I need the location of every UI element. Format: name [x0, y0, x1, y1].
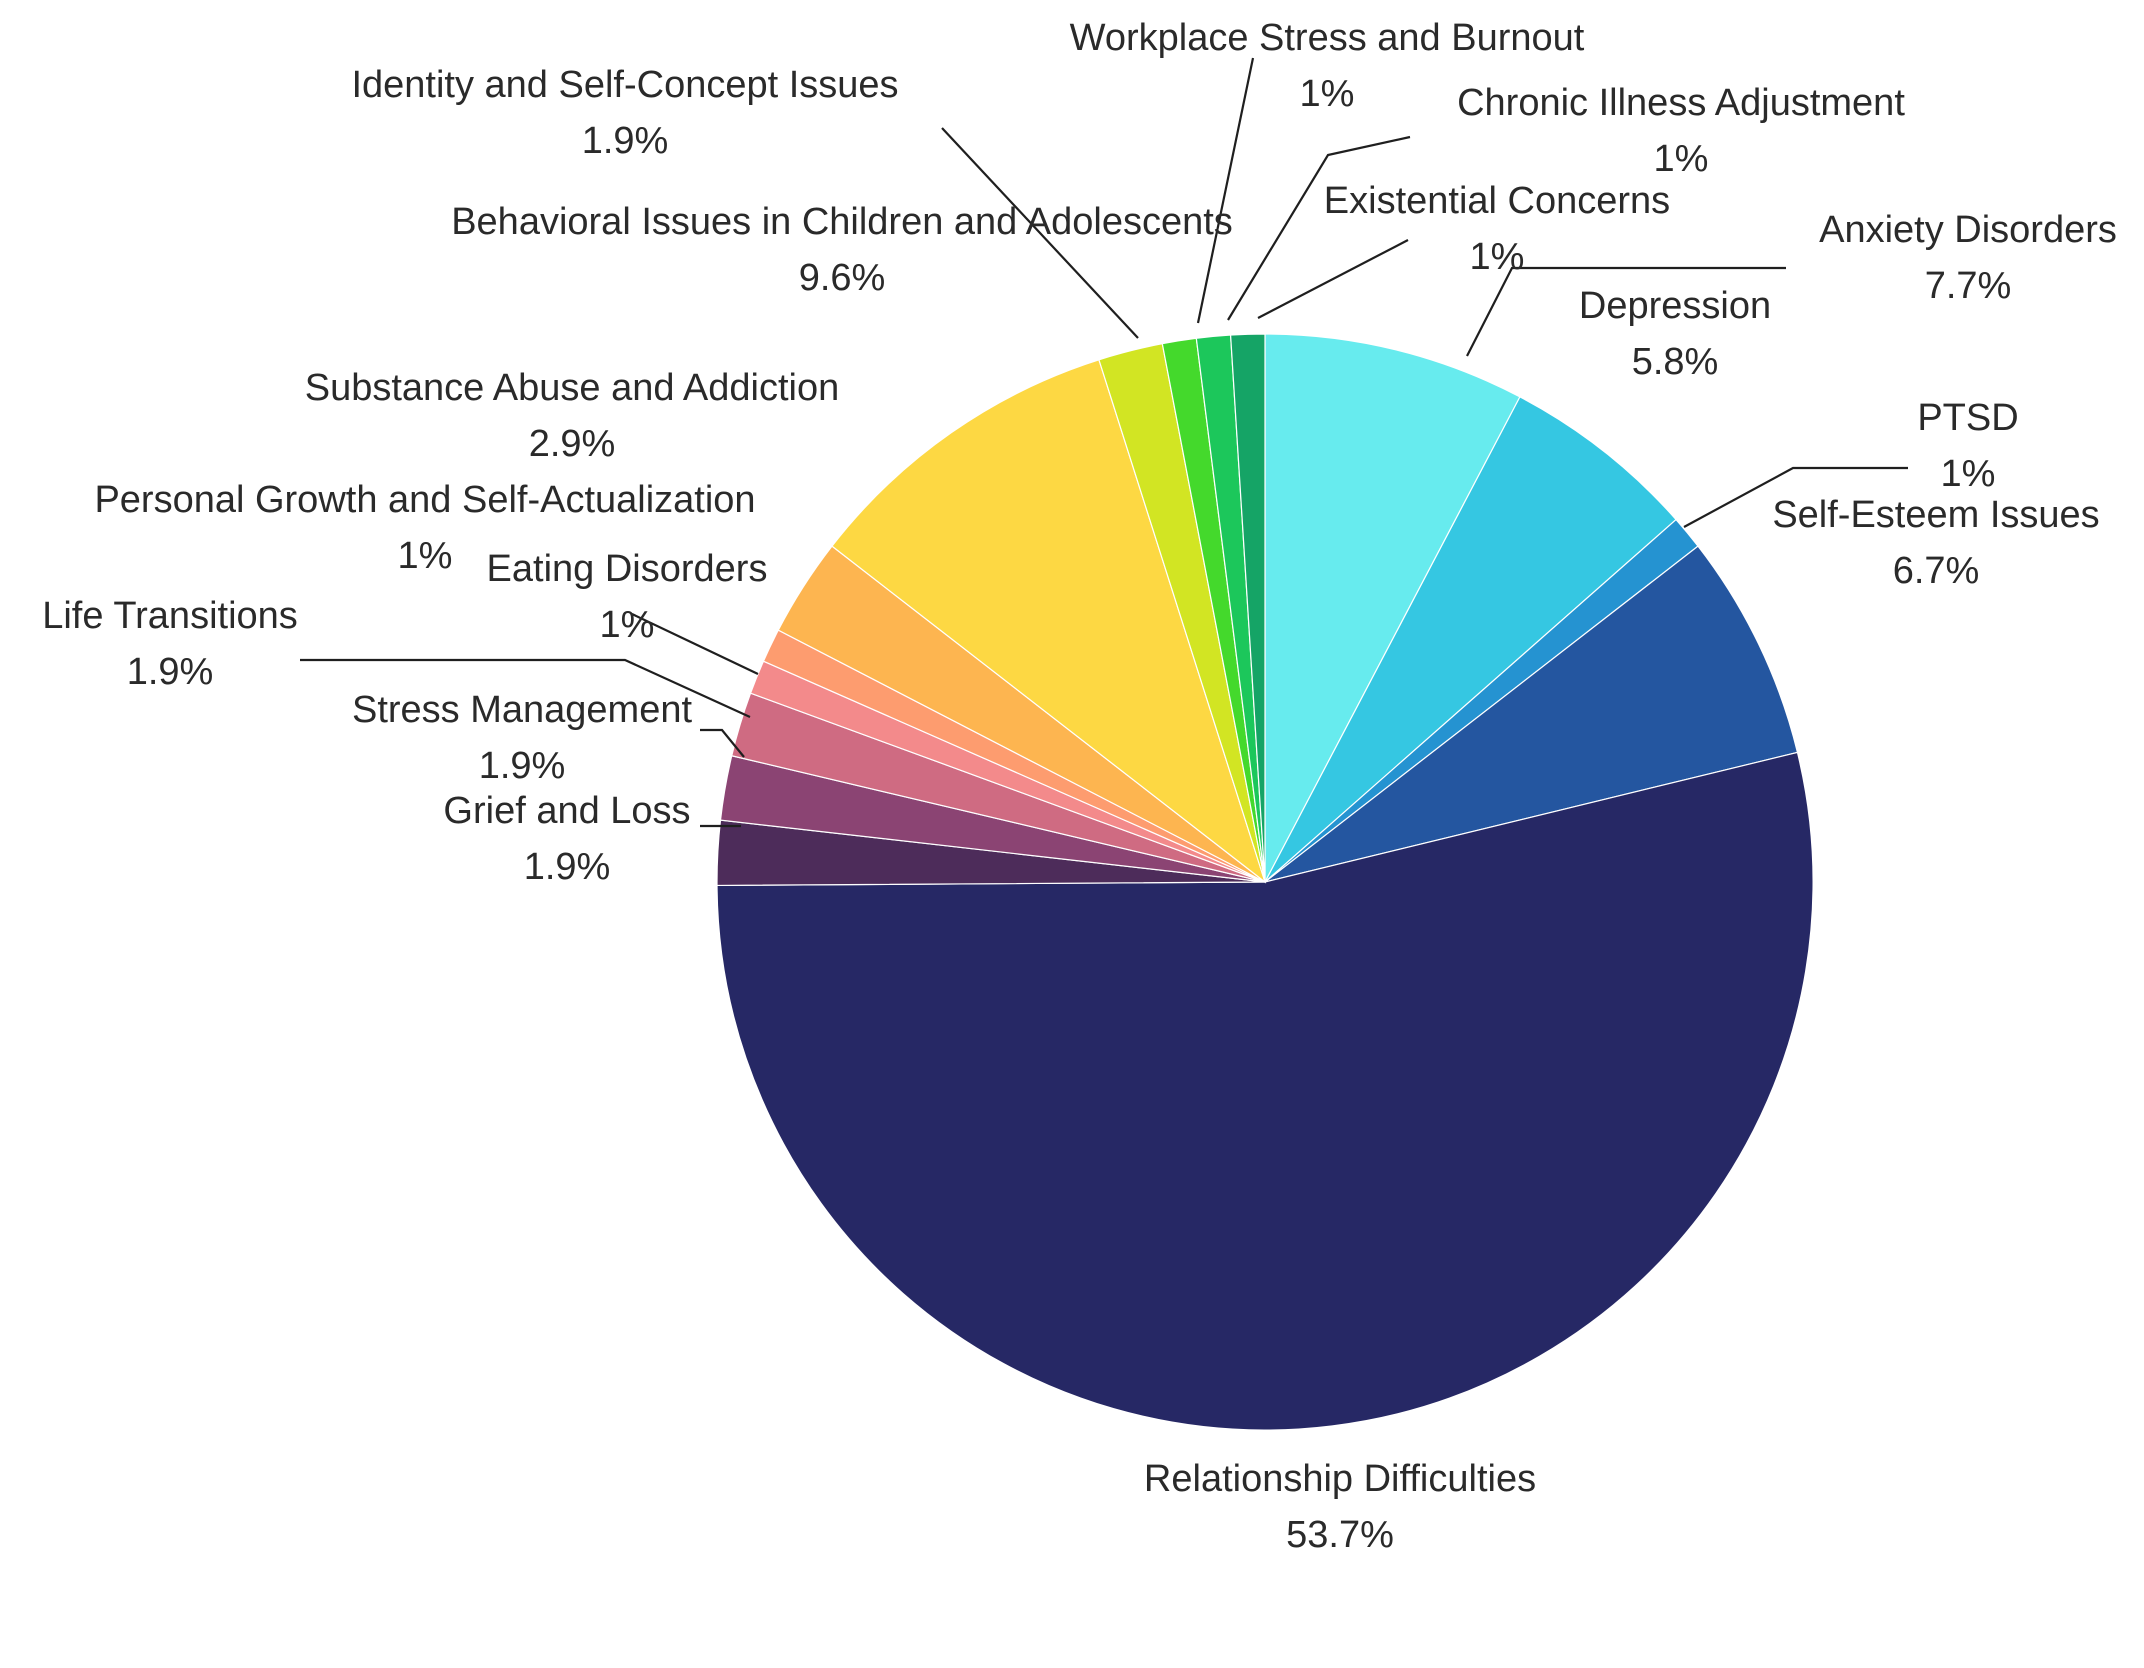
leader-line-13: [1196, 57, 1255, 324]
slice-label-name-13: Workplace Stress and Burnout: [1070, 17, 1585, 59]
slice-label-value-1: 5.8%: [1632, 341, 1719, 383]
slice-label-name-15: Existential Concerns: [1324, 180, 1670, 222]
slice-label-value-7: 1.9%: [127, 651, 214, 693]
leader-line-15: [1257, 239, 1409, 319]
leader-line-8: [631, 613, 759, 675]
leader-line-0: [1466, 266, 1786, 357]
leader-lines: [300, 57, 1908, 828]
slice-label-value-14: 1%: [1654, 138, 1709, 180]
slice-label-name-5: Grief and Loss: [443, 790, 690, 832]
slice-label-value-3: 6.7%: [1893, 550, 1980, 592]
slice-label-value-12: 1.9%: [582, 120, 669, 162]
pie-slice-11: [831, 359, 1267, 884]
slice-label-value-13: 1%: [1300, 73, 1355, 115]
pie-slice-4: [716, 751, 1814, 1431]
leader-line-14: [1227, 135, 1411, 321]
slice-label-value-0: 7.7%: [1925, 265, 2012, 307]
slice-label-name-0: Anxiety Disorders: [1819, 209, 2117, 251]
slice-label-name-4: Relationship Difficulties: [1144, 1458, 1536, 1500]
slice-label-value-15: 1%: [1470, 236, 1525, 278]
slice-label-name-2: PTSD: [1917, 397, 2018, 439]
leader-line-2: [1683, 466, 1908, 528]
slice-label-name-8: Eating Disorders: [487, 548, 768, 590]
slice-label-name-9: Personal Growth and Self-Actualization: [94, 479, 755, 521]
slice-label-value-4: 53.7%: [1286, 1514, 1394, 1556]
slice-label-name-12: Identity and Self-Concept Issues: [351, 64, 898, 106]
slice-label-name-7: Life Transitions: [42, 595, 298, 637]
slice-label-name-3: Self-Esteem Issues: [1772, 494, 2099, 536]
pie-slice-1: [1264, 396, 1677, 883]
pie-slices: [716, 333, 1814, 1431]
slice-label-name-1: Depression: [1579, 285, 1771, 327]
slice-label-name-11: Behavioral Issues in Children and Adoles…: [451, 201, 1233, 243]
slice-label-name-10: Substance Abuse and Addiction: [305, 367, 840, 409]
pie-slice-0: [1264, 333, 1521, 883]
leader-line-6: [700, 728, 745, 758]
leader-line-12: [941, 127, 1139, 339]
slice-label-name-6: Stress Management: [352, 689, 692, 731]
slice-label-value-9: 1%: [398, 535, 453, 577]
slice-label-value-10: 2.9%: [529, 423, 616, 465]
slice-label-value-8: 1%: [600, 604, 655, 646]
slice-label-value-11: 9.6%: [799, 257, 886, 299]
slice-label-value-2: 1%: [1941, 453, 1996, 495]
slice-labels: Anxiety Disorders 7.7% Depression 5.8% PTSD 1…: [42, 17, 2117, 1556]
leader-line-7: [300, 658, 751, 719]
slice-label-name-14: Chronic Illness Adjustment: [1457, 82, 1905, 124]
slice-label-value-5: 1.9%: [524, 846, 611, 888]
slice-label-value-6: 1.9%: [479, 745, 566, 787]
pie-slice-15: [1229, 333, 1266, 883]
pie-slice-3: [1264, 545, 1799, 883]
